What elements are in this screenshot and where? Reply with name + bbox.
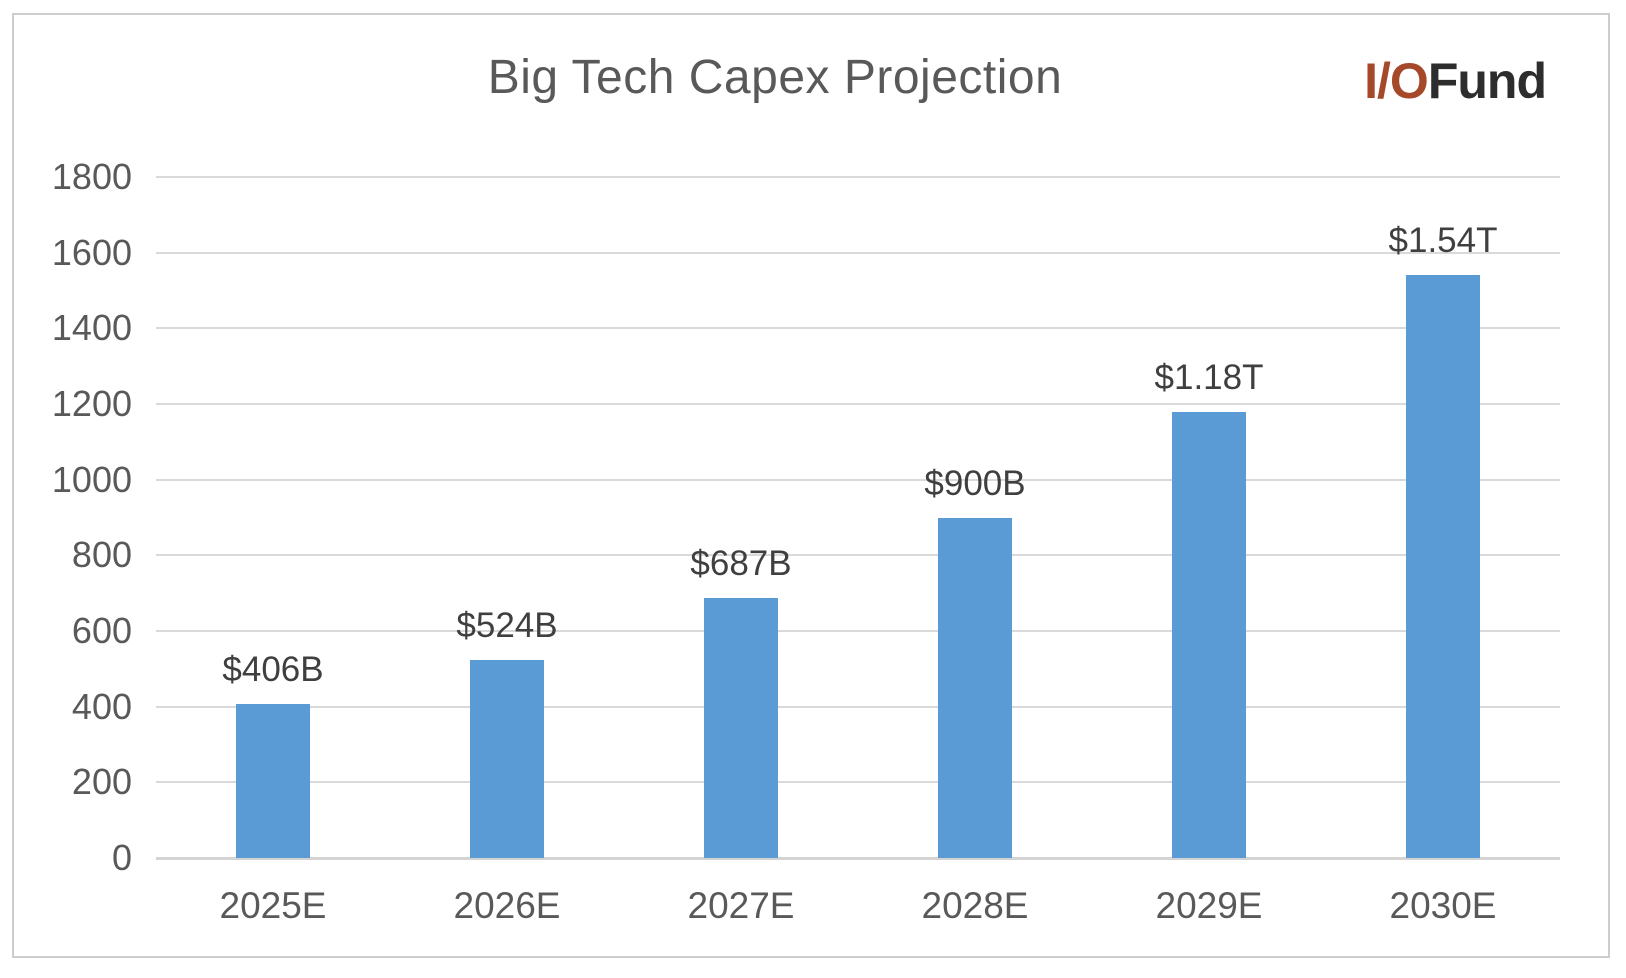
- logo-fund-part: Fund: [1427, 53, 1547, 109]
- x-axis-label: 2028E: [921, 885, 1029, 926]
- x-axis-label: 2030E: [1389, 885, 1497, 926]
- bar-2029e: [1172, 411, 1246, 858]
- y-axis-tick-label: 1400: [51, 307, 132, 349]
- gridline: [156, 781, 1560, 784]
- gridline: [156, 327, 1560, 330]
- bar-value-label: $687B: [690, 544, 792, 584]
- chart-title: Big Tech Capex Projection: [487, 51, 1063, 104]
- gridline: [156, 251, 1560, 254]
- gridline: [156, 705, 1560, 708]
- y-axis-tick-label: 0: [111, 837, 132, 878]
- y-axis-tick-label: 1000: [51, 458, 132, 500]
- y-axis-tick-label: 1600: [51, 231, 132, 273]
- bar-2027e: [704, 598, 778, 858]
- y-axis-tick-label: 1800: [51, 156, 132, 197]
- bar-value-label: $406B: [222, 650, 324, 690]
- bar-value-label: $1.18T: [1154, 357, 1264, 397]
- y-axis-tick-label: 600: [71, 610, 132, 651]
- logo-io-part: I/O: [1364, 53, 1429, 109]
- bar-value-label: $900B: [924, 463, 1026, 503]
- bar-value-label: $1.54T: [1388, 221, 1498, 261]
- bar-2026e: [470, 659, 544, 858]
- y-axis-tick-label: 1200: [51, 383, 132, 424]
- bar-2030e: [1406, 275, 1480, 858]
- gridline: [156, 630, 1560, 632]
- y-axis-tick-label: 400: [71, 685, 132, 727]
- bar-2028e: [938, 517, 1012, 858]
- bar-2025e: [236, 704, 310, 858]
- x-axis-label: 2025E: [219, 885, 327, 926]
- gridline: [156, 176, 1560, 178]
- bar-value-label: $524B: [456, 605, 558, 645]
- gridline: [156, 478, 1560, 481]
- x-axis-label: 2027E: [687, 885, 795, 926]
- gridline: [156, 403, 1560, 405]
- x-axis-label: 2029E: [1155, 885, 1263, 926]
- x-axis-line: [156, 857, 1560, 860]
- y-axis-tick-label: 800: [71, 534, 132, 576]
- gridline: [156, 554, 1560, 557]
- io-fund-logo: I/OFund: [1364, 52, 1547, 110]
- y-axis-tick-label: 200: [71, 761, 132, 803]
- x-axis-label: 2026E: [453, 885, 561, 926]
